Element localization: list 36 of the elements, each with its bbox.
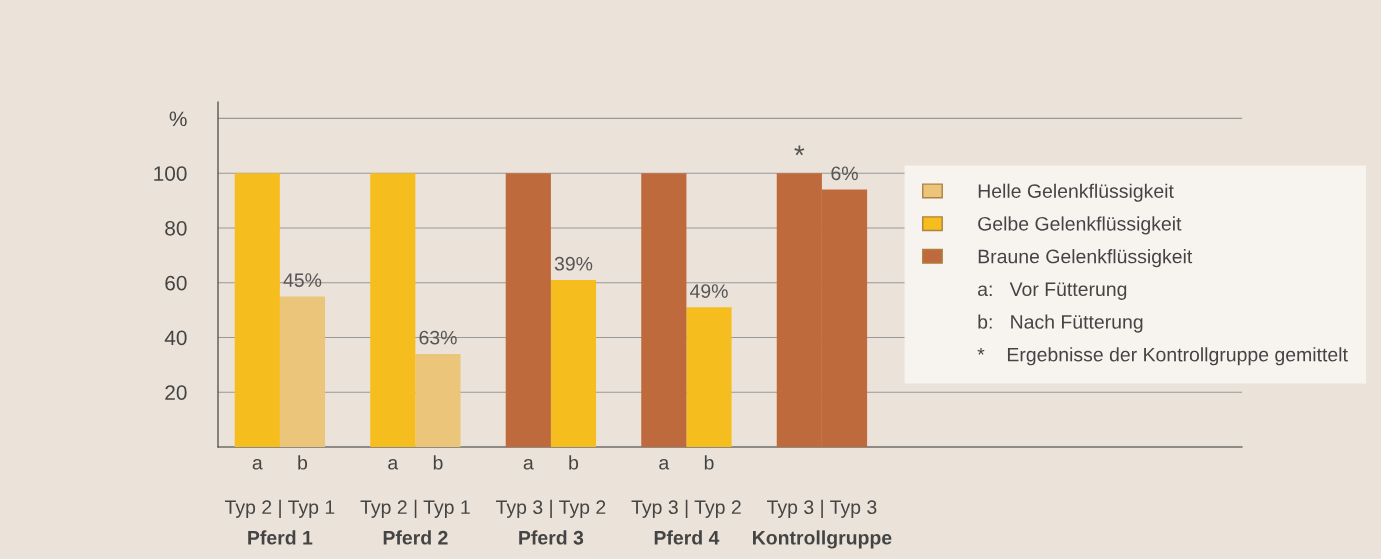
text: a: Vor Fütterung [978, 282, 1127, 300]
annotation: 39% [554, 256, 593, 271]
text: Typ 2 | Typ 1 [360, 499, 470, 518]
text: Kontrollgruppe [753, 530, 892, 549]
text: * Ergebnisse der Kontrollgruppe gemittelt [977, 347, 1348, 366]
text: Typ 2 | Typ 1 [225, 499, 335, 518]
y-tick-label: 80 [165, 220, 187, 236]
annotation: 45% [283, 273, 322, 288]
legend-label: Braune Gelenkflüssigkeit [978, 249, 1193, 268]
x-tick-label: a [523, 458, 534, 470]
text: Typ 3 | Typ 3 [767, 499, 877, 518]
y-tick-label: 60 [165, 275, 187, 291]
text: b: Nach Fütterung [978, 314, 1143, 333]
text: Typ 3 | Typ 2 [496, 499, 606, 518]
text: Pferd 1 [248, 530, 313, 545]
legend-label: Gelbe Gelenkflüssigkeit [978, 216, 1182, 235]
y-tick-label: 40 [164, 330, 187, 346]
y-tick-label: 20 [165, 385, 187, 400]
annotation: 6% [831, 166, 858, 181]
text: Pferd 2 [383, 530, 448, 545]
annotation: 49% [689, 284, 728, 298]
x-tick-label: a [388, 458, 399, 470]
x-tick-label: b [298, 455, 308, 470]
legend-label: Helle Gelenkflüssigkeit [978, 183, 1174, 202]
annotation: * [794, 145, 805, 156]
y-tick-label: % [169, 111, 187, 127]
x-tick-label: a [252, 458, 263, 470]
x-tick-label: b [433, 455, 443, 470]
y-tick-label: 100 [154, 166, 187, 181]
text: Typ 3 | Typ 2 [631, 499, 741, 518]
x-tick-label: b [569, 455, 579, 470]
text: Pferd 3 [519, 530, 584, 545]
text: Pferd 4 [654, 530, 720, 545]
x-tick-label: a [659, 458, 670, 470]
annotation: 63% [419, 330, 457, 345]
x-tick-label: b [704, 455, 714, 470]
